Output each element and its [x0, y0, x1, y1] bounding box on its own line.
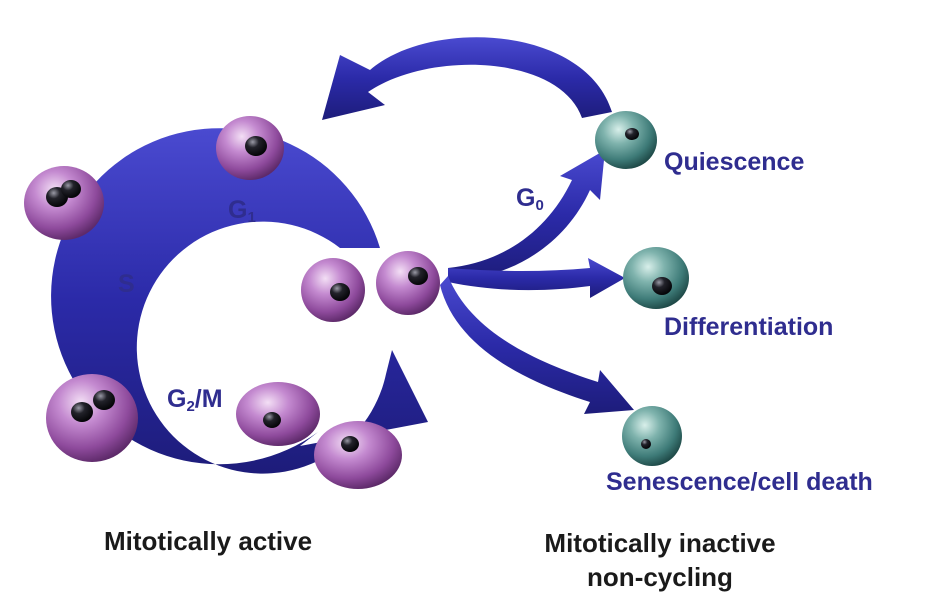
g0-return-arrow: [322, 37, 612, 120]
caption-mitotically-inactive: Mitotically inactive non-cycling: [520, 526, 800, 594]
cell-daughter-right: [376, 251, 440, 315]
caption-inactive-line2: non-cycling: [587, 562, 733, 592]
cell-differentiated: [623, 247, 689, 309]
fate-label-quiescence: Quiescence: [664, 148, 805, 176]
phase-label-g2m: G2/M: [167, 385, 223, 415]
cell-s-left-dividing: [24, 166, 104, 240]
cell-daughter-left: [301, 258, 365, 322]
phase-label-g1: G1: [228, 196, 256, 226]
cell-cycle-arrow: [51, 128, 428, 474]
phase-label-s: S: [118, 270, 135, 298]
fate-label-senescence: Senescence/cell death: [606, 468, 873, 496]
cell-quiescent: [595, 111, 657, 169]
cell-mitosis-pair: [236, 382, 402, 489]
differentiation-arrow: [448, 258, 625, 298]
cell-senescent: [622, 406, 682, 466]
caption-mitotically-active: Mitotically active: [104, 526, 313, 556]
cell-g1-top: [216, 116, 284, 180]
quiescence-arrow: [448, 150, 605, 280]
fate-label-differentiation: Differentiation: [664, 313, 834, 341]
senescence-arrow: [440, 276, 634, 414]
caption-inactive-line1: Mitotically inactive: [544, 528, 776, 558]
phase-label-g0: G0: [516, 184, 544, 214]
cell-g2-bottom-left: [46, 374, 138, 462]
